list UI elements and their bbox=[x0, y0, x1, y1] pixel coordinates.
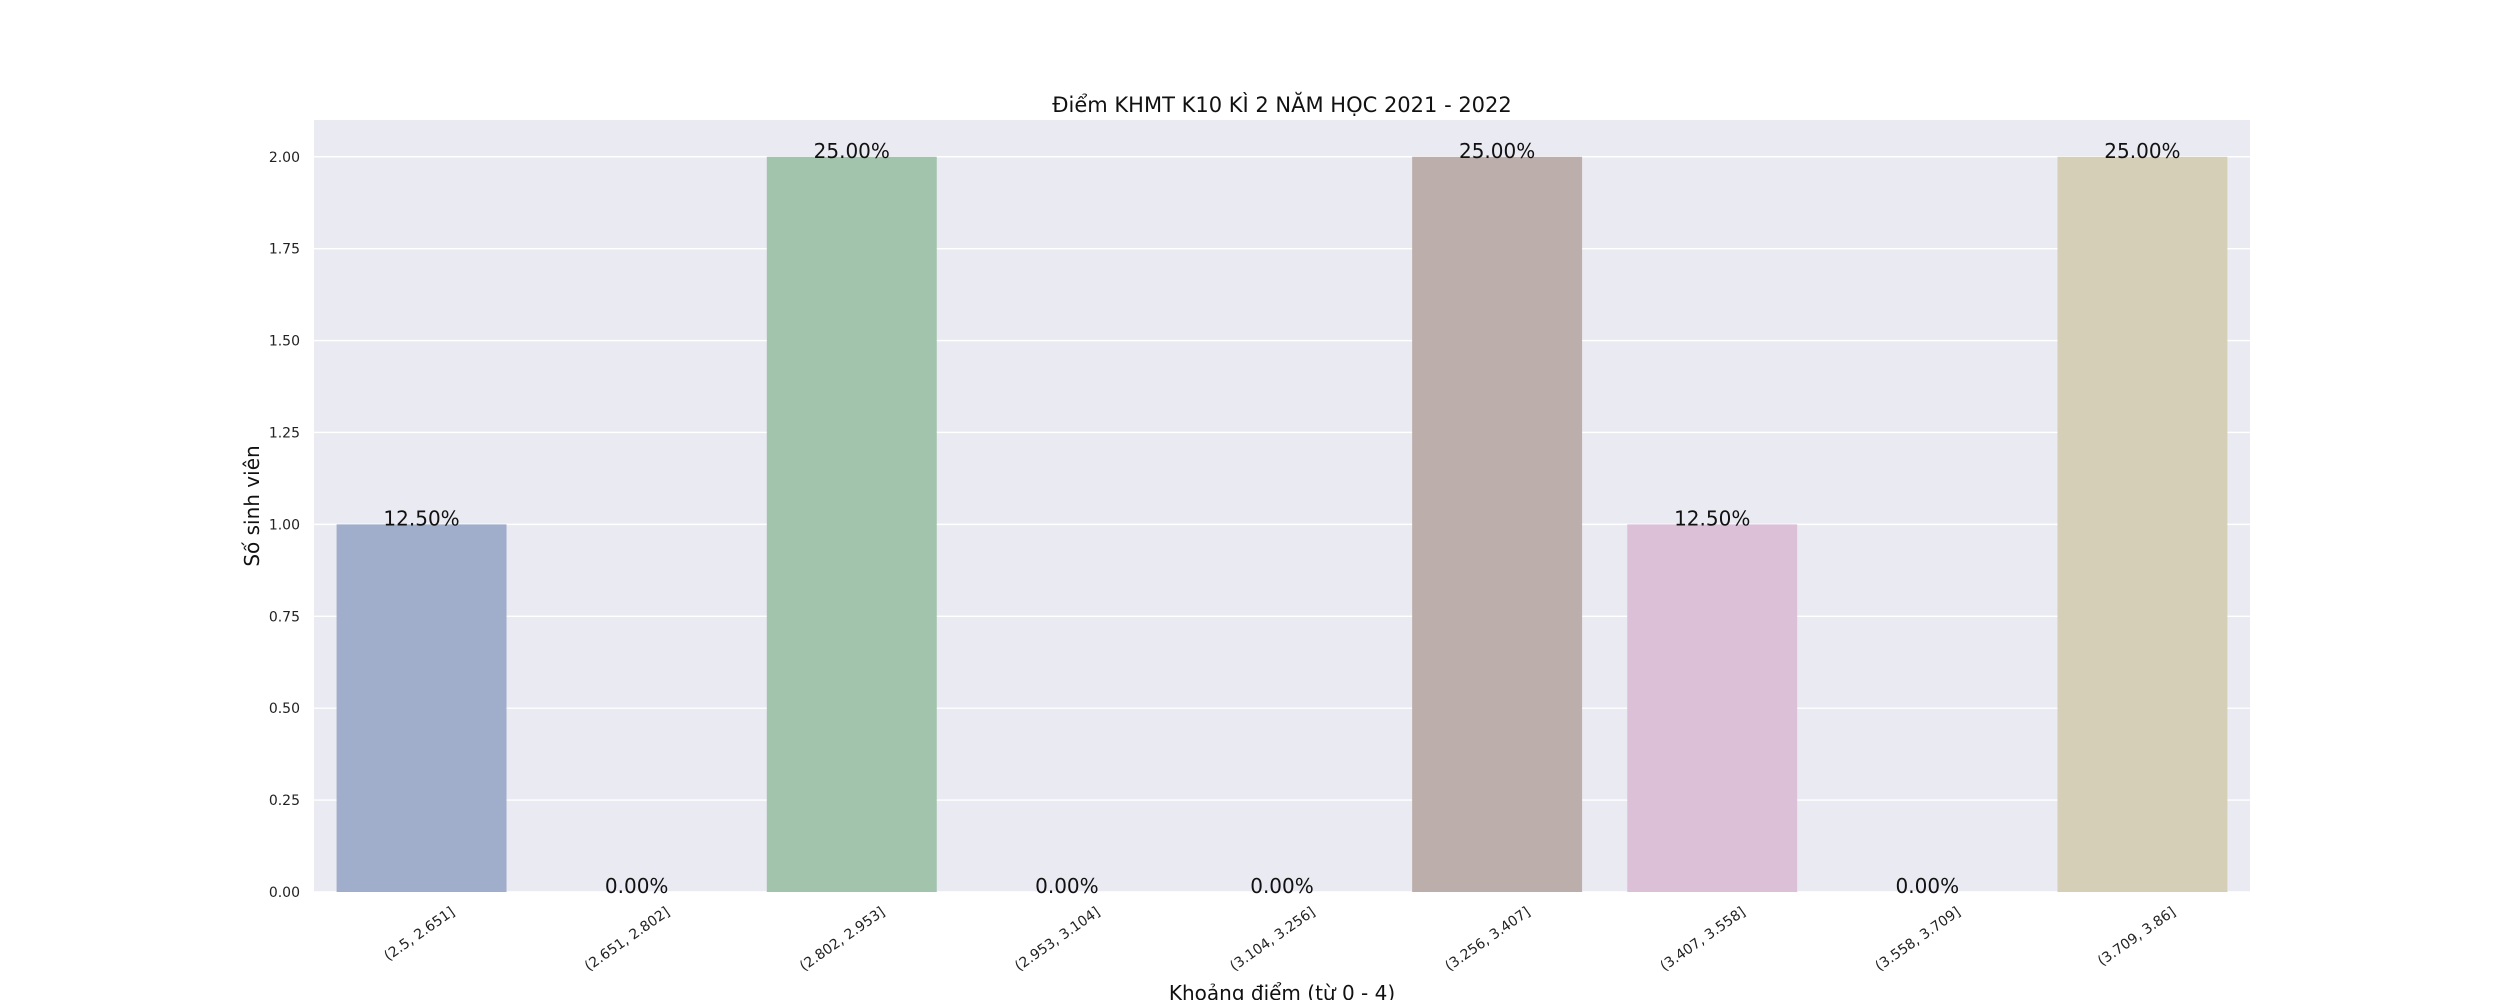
bar-percent-label: 12.50% bbox=[1674, 506, 1750, 530]
y-tick-label: 0.25 bbox=[269, 793, 300, 809]
bars bbox=[336, 156, 2228, 892]
x-axis-title: Khoảng điểm (từ 0 - 4) bbox=[1169, 981, 1395, 1000]
bar bbox=[766, 156, 937, 892]
x-tick-label: (3.256, 3.407] bbox=[1442, 904, 1533, 974]
x-tick-label: (3.709, 3.86] bbox=[2095, 904, 2179, 969]
bar-percent-label: 12.50% bbox=[383, 506, 459, 530]
bar-percent-label: 0.00% bbox=[1896, 874, 1960, 898]
bar-percent-label: 25.00% bbox=[814, 139, 890, 163]
bar bbox=[336, 524, 507, 892]
x-tick-label: (3.407, 3.558] bbox=[1657, 904, 1748, 974]
y-tick-label: 0.75 bbox=[269, 609, 300, 625]
y-tick-label: 0.00 bbox=[269, 885, 300, 901]
y-tick-label: 1.50 bbox=[269, 334, 300, 350]
bar bbox=[1412, 156, 1583, 892]
bar-percent-label: 0.00% bbox=[1035, 874, 1099, 898]
bar-percent-label: 0.00% bbox=[1250, 874, 1314, 898]
y-tick-label: 1.25 bbox=[269, 425, 300, 441]
x-tick-label: (2.802, 2.953] bbox=[797, 904, 888, 974]
x-tick-label: (3.558, 3.709] bbox=[1873, 904, 1964, 974]
y-tick-label: 0.50 bbox=[269, 701, 300, 717]
x-axis-ticks: (2.5, 2.651] (2.651, 2.802] (2.802, 2.953]… bbox=[381, 904, 2178, 974]
x-tick-label: (2.953, 3.104] bbox=[1012, 904, 1103, 974]
chart-title: Điểm KHMT K10 KÌ 2 NĂM HỌC 2021 - 2022 bbox=[1052, 91, 1512, 117]
bar-percent-label: 25.00% bbox=[1459, 139, 1535, 163]
y-tick-label: 2.00 bbox=[269, 150, 300, 166]
y-tick-label: 1.00 bbox=[269, 517, 300, 533]
bar bbox=[1627, 524, 1798, 892]
y-axis-ticks: 0.00 0.25 0.50 0.75 1.00 1.25 1.50 1.75 2.00 bbox=[269, 150, 300, 901]
y-tick-label: 1.75 bbox=[269, 242, 300, 258]
plot-area bbox=[314, 120, 2250, 892]
bar bbox=[2057, 156, 2228, 892]
y-axis-title: Số sinh viên bbox=[240, 445, 264, 566]
bar-percent-label: 25.00% bbox=[2104, 139, 2180, 163]
x-tick-label: (2.651, 2.802] bbox=[582, 904, 673, 974]
bar-percent-label: 0.00% bbox=[605, 874, 669, 898]
grid-lines bbox=[314, 156, 2250, 893]
x-tick-label: (2.5, 2.651] bbox=[381, 904, 457, 964]
x-tick-label: (3.104, 3.256] bbox=[1227, 904, 1318, 974]
data-labels: 12.50% 0.00% 25.00% 0.00% 0.00% 25.00% 12.50% 0… bbox=[383, 139, 2180, 898]
